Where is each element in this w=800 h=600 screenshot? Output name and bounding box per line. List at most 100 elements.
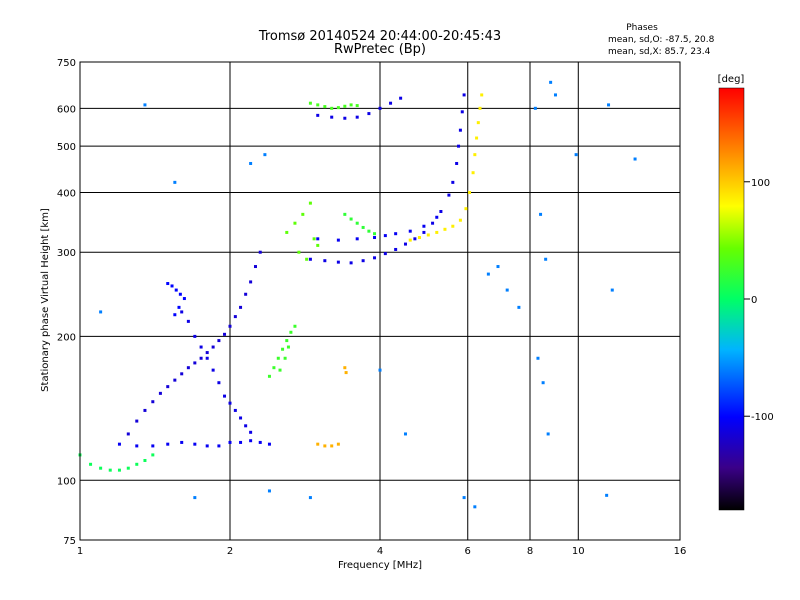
echo-point [349,261,353,265]
colorbar-unit: [deg] [718,74,745,85]
echo-point [355,104,359,108]
echo-point [272,366,276,370]
echo-point [267,442,271,446]
echo-point [249,430,253,434]
echo-point [233,408,237,412]
echo-point [413,237,417,241]
y-tick-label: 300 [57,248,76,259]
y-tick-label: 500 [57,142,76,153]
echo-point [544,257,548,261]
echo-point [267,374,271,378]
echo-point [394,232,398,236]
echo-point [285,230,289,234]
echo-point [217,444,221,448]
y-tick-label: 750 [57,58,76,69]
plot-frame [79,61,681,541]
plot-points [78,80,637,509]
x-axis-label: Frequency [MHz] [338,560,422,571]
echo-point [367,112,371,116]
echo-point [249,280,253,284]
echo-point [473,505,477,509]
echo-point [253,265,257,269]
echo-point [505,288,509,292]
echo-point [451,224,455,228]
echo-point [249,161,253,165]
echo-point [480,93,484,97]
echo-point [422,230,426,234]
echo-point [476,121,480,125]
echo-point [323,105,327,109]
x-tick-label: 1 [77,546,83,557]
echo-point [233,315,237,319]
echo-point [283,356,287,360]
y-tick-label: 400 [57,188,76,199]
echo-point [170,284,174,288]
echo-point [244,424,248,428]
echo-point [180,440,184,444]
y-tick-label: 200 [57,332,76,343]
echo-point [258,250,262,254]
echo-point [455,161,459,165]
colorbar [718,87,745,511]
echo-point [435,230,439,234]
chart-title: Tromsø 20140524 20:44:00-20:45:43 [258,29,501,44]
echo-point [174,288,178,292]
echo-point [199,356,203,360]
echo-point [316,442,320,446]
echo-point [223,394,227,398]
echo-point [126,432,130,436]
echo-point [417,236,421,240]
colorbar-tick-label: 100 [751,178,770,189]
colorbar-tick-label: 0 [751,295,757,306]
echo-point [166,442,170,446]
echo-point [285,339,289,343]
echo-point [117,442,121,446]
echo-point [355,115,359,119]
phases-x-stats: mean, sd,X: 85.7, 23.4 [608,47,711,57]
echo-point [486,272,490,276]
echo-point [462,93,466,97]
echo-point [99,310,103,314]
phases-o-stats: mean, sd,O: -87.5, 20.8 [608,35,715,45]
echo-point [383,252,387,256]
echo-point [355,221,359,225]
echo-point [389,101,393,105]
echo-point [457,144,461,148]
echo-point [478,106,482,110]
echo-point [383,234,387,238]
x-tick-label: 2 [227,546,233,557]
echo-point [458,128,462,132]
echo-point [239,305,243,309]
echo-point [361,225,365,229]
echo-point [316,103,320,107]
echo-point [367,229,371,233]
echo-point [443,227,447,231]
echo-point [468,190,472,194]
echo-point [186,366,190,370]
echo-point [633,157,637,161]
echo-point [143,408,147,412]
echo-point [177,305,181,309]
echo-point [158,391,162,395]
echo-point [186,319,190,323]
echo-point [316,113,320,117]
echo-point [605,493,609,497]
echo-point [541,381,545,385]
echo-point [399,96,403,100]
echo-point [305,257,309,261]
echo-point [117,468,121,472]
echo-point [312,237,316,241]
echo-point [182,297,186,301]
echo-point [373,256,377,260]
echo-point [289,330,293,334]
echo-point [193,496,197,500]
echo-point [403,432,407,436]
echo-point [431,221,435,225]
echo-point [447,193,451,197]
echo-point [378,106,382,110]
echo-point [471,171,475,175]
x-tick-label: 6 [465,546,471,557]
echo-point [316,243,320,247]
echo-point [373,232,377,236]
echo-point [330,106,334,110]
